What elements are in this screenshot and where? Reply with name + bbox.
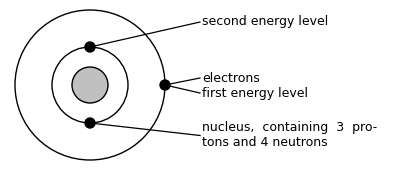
Text: tons and 4 neutrons: tons and 4 neutrons [202,137,328,149]
Text: electrons: electrons [202,72,260,84]
Text: nucleus,  containing  3  pro-: nucleus, containing 3 pro- [202,122,377,134]
Circle shape [85,42,95,52]
Circle shape [85,118,95,128]
Circle shape [72,67,108,103]
Circle shape [160,80,170,90]
Text: second energy level: second energy level [202,15,328,29]
Text: first energy level: first energy level [202,87,308,99]
